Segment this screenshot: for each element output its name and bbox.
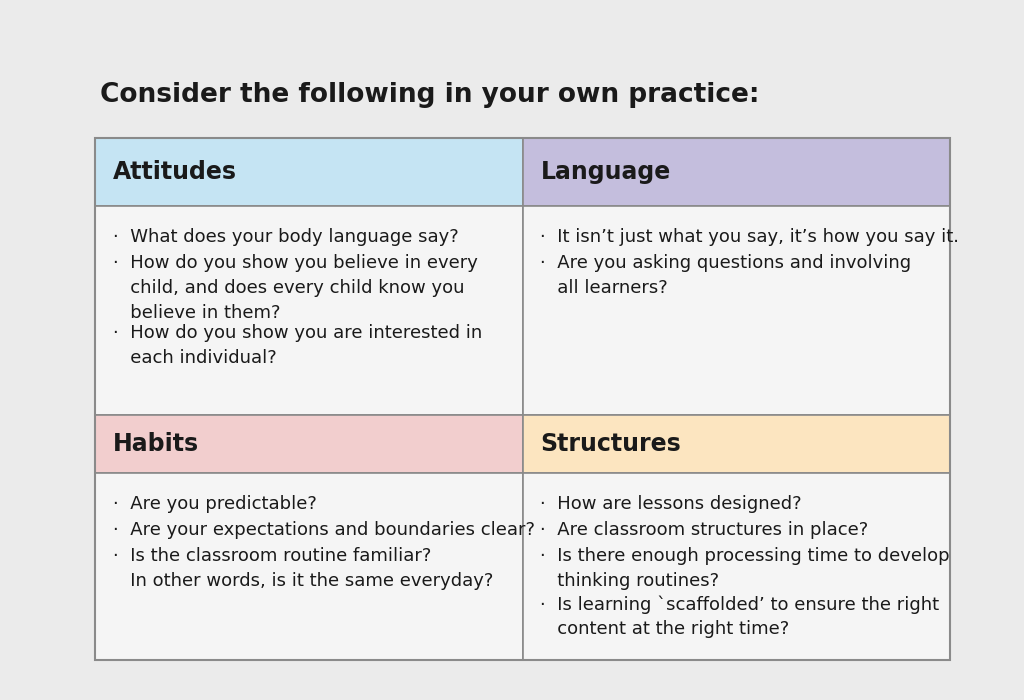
Text: Habits: Habits: [113, 432, 199, 456]
Text: ·  How do you show you are interested in
   each individual?: · How do you show you are interested in …: [113, 324, 482, 367]
Text: ·  Are you predictable?: · Are you predictable?: [113, 495, 316, 513]
Bar: [95, 473, 522, 660]
Text: ·  Are you asking questions and involving
   all learners?: · Are you asking questions and involving…: [541, 254, 911, 297]
Text: ·  Is the classroom routine familiar?
   In other words, is it the same everyday: · Is the classroom routine familiar? In …: [113, 547, 494, 590]
Text: ·  Are your expectations and boundaries clear?: · Are your expectations and boundaries c…: [113, 521, 535, 539]
Text: Structures: Structures: [541, 432, 681, 456]
Bar: [522, 473, 950, 660]
Text: ·  Are classroom structures in place?: · Are classroom structures in place?: [541, 521, 868, 539]
Text: ·  Is there enough processing time to develop
   thinking routines?: · Is there enough processing time to dev…: [541, 547, 950, 590]
Bar: [95, 415, 522, 473]
Bar: [522, 206, 950, 415]
Text: Consider the following in your own practice:: Consider the following in your own pract…: [100, 82, 760, 108]
Bar: [95, 138, 950, 660]
Text: ·  Is learning `scaffolded’ to ensure the right
   content at the right time?: · Is learning `scaffolded’ to ensure the…: [541, 595, 940, 638]
Text: ·  How do you show you believe in every
   child, and does every child know you
: · How do you show you believe in every c…: [113, 254, 478, 322]
Text: Language: Language: [541, 160, 671, 184]
Text: ·  How are lessons designed?: · How are lessons designed?: [541, 495, 802, 513]
Bar: [95, 138, 522, 206]
Text: ·  It isn’t just what you say, it’s how you say it.: · It isn’t just what you say, it’s how y…: [541, 228, 959, 246]
Text: Attitudes: Attitudes: [113, 160, 237, 184]
Text: ·  What does your body language say?: · What does your body language say?: [113, 228, 459, 246]
Bar: [95, 206, 522, 415]
Bar: [522, 415, 950, 473]
Bar: [522, 138, 950, 206]
